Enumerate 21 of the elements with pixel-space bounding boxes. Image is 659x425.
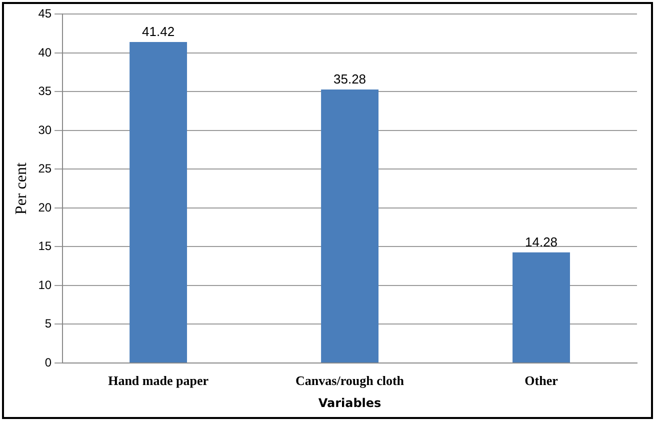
data-label: 35.28 [334,72,366,87]
x-tick-label: Other [524,373,558,388]
y-tick-label: 10 [38,278,52,292]
bar [321,90,378,362]
y-tick-label: 40 [38,45,52,60]
y-tick-label: 25 [38,162,52,176]
y-axis-title: Per cent [12,162,30,215]
bar [512,252,570,362]
bar [130,42,188,362]
y-tick-label: 15 [38,239,52,254]
x-tick-label: Hand made paper [108,373,209,388]
y-tick-label: 0 [44,355,52,370]
data-label: 41.42 [142,24,175,40]
y-tick-label: 45 [38,6,52,21]
x-tick-label: Canvas/rough cloth [296,373,405,388]
y-tick-label: 30 [38,122,52,137]
y-tick-label: 35 [38,84,52,98]
y-tick-label: 5 [44,316,52,331]
x-axis-title: Variables [318,396,382,410]
y-tick-label: 20 [38,200,52,214]
data-label: 14.28 [524,234,558,250]
